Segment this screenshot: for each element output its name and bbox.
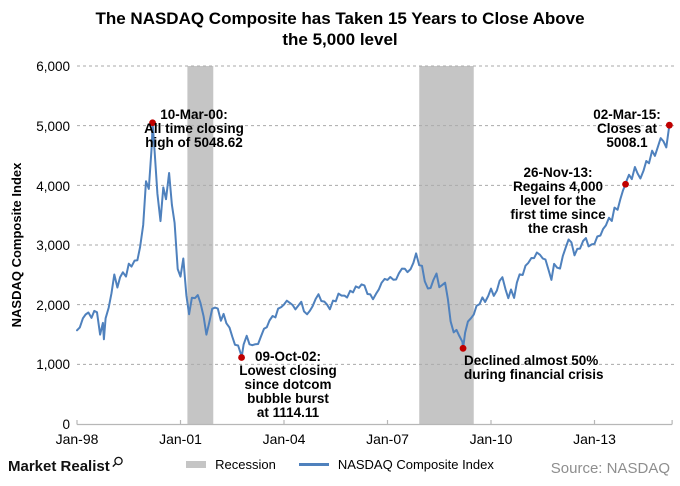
y-tick-5000: 5,000 [36, 118, 70, 134]
x-tick-jan07: Jan-07 [366, 431, 409, 447]
chart-title-line1: The NASDAQ Composite has Taken 15 Years … [95, 9, 585, 28]
brand-logo: Market Realist [8, 456, 124, 475]
legend-series-label: NASDAQ Composite Index [337, 457, 494, 472]
annotation-close-5008-2015: 02-Mar-15: Closes at 5008.1 [593, 107, 661, 150]
annotation-alltime-high-2000: 10-Mar-00: All time closing high of 5048… [144, 107, 244, 150]
y-tick-3000: 3,000 [36, 238, 70, 253]
brand-name: Market Realist [8, 458, 110, 475]
x-tick-jan13: Jan-13 [573, 431, 616, 447]
marker-dot [622, 180, 629, 188]
recession-band [419, 66, 474, 424]
annotation-dotcom-low-2002: 09-Oct-02: Lowest closing since dotcom b… [239, 349, 337, 420]
y-tick-1000: 1,000 [36, 357, 70, 372]
nasdaq-line [76, 121, 671, 359]
x-tick-jan01: Jan-01 [159, 431, 202, 447]
chart-title-line2: the 5,000 level [282, 30, 398, 49]
annotation-financial-crisis: Declined almost 50% during financial cri… [464, 353, 604, 382]
recession-swatch-icon [186, 461, 207, 468]
magnifier-icon [112, 456, 123, 468]
x-tick-jan04: Jan-04 [262, 431, 306, 447]
y-tick-0: 0 [62, 417, 70, 432]
series-line-icon [298, 463, 329, 466]
marker-dot [149, 119, 156, 127]
source-credit: Source: NASDAQ [550, 460, 670, 477]
annotation-regains-4000-2013: 26-Nov-13: Regains 4,000 level for the f… [510, 165, 606, 236]
legend-recession-label: Recession [215, 457, 276, 472]
marker-dot [665, 121, 673, 129]
marker-dot [238, 354, 245, 361]
legend: Recession NASDAQ Composite Index [0, 457, 680, 472]
y-tick-4000: 4,000 [36, 178, 70, 194]
y-tick-2000: 2,000 [36, 297, 70, 313]
marker-dot [459, 344, 467, 352]
x-tick-jan98: Jan-98 [55, 431, 99, 447]
chart-title: The NASDAQ Composite has Taken 15 Years … [0, 8, 680, 50]
x-tick-jan10: Jan-10 [469, 431, 513, 447]
y-tick-6000: 6,000 [36, 59, 70, 74]
